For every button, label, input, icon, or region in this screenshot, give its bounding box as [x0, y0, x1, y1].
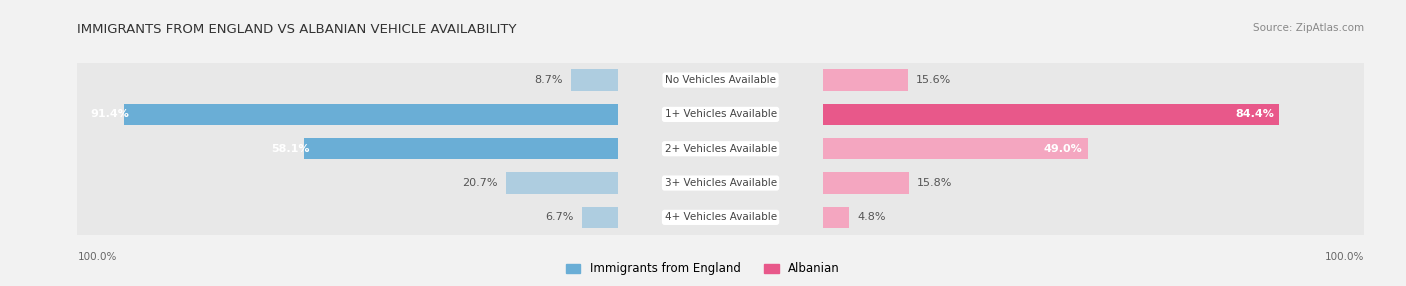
- Bar: [617, 166, 824, 200]
- Text: 100.0%: 100.0%: [77, 252, 117, 262]
- Bar: [571, 69, 617, 91]
- Text: 15.6%: 15.6%: [915, 75, 950, 85]
- Bar: [77, 200, 617, 235]
- Text: Source: ZipAtlas.com: Source: ZipAtlas.com: [1253, 23, 1364, 33]
- Text: No Vehicles Available: No Vehicles Available: [665, 75, 776, 85]
- Text: 20.7%: 20.7%: [463, 178, 498, 188]
- Text: 2+ Vehicles Available: 2+ Vehicles Available: [665, 144, 776, 154]
- Legend: Immigrants from England, Albanian: Immigrants from England, Albanian: [561, 258, 845, 280]
- Bar: [124, 104, 617, 125]
- Text: 91.4%: 91.4%: [90, 110, 129, 119]
- Bar: [77, 132, 617, 166]
- Bar: [582, 207, 617, 228]
- Text: 3+ Vehicles Available: 3+ Vehicles Available: [665, 178, 776, 188]
- Text: 4+ Vehicles Available: 4+ Vehicles Available: [665, 212, 776, 222]
- Bar: [617, 97, 824, 132]
- Bar: [824, 207, 849, 228]
- Text: 58.1%: 58.1%: [271, 144, 309, 154]
- Bar: [824, 172, 908, 194]
- Bar: [824, 166, 1364, 200]
- Bar: [824, 63, 1364, 97]
- Bar: [824, 97, 1364, 132]
- Text: 100.0%: 100.0%: [1324, 252, 1364, 262]
- Bar: [824, 104, 1279, 125]
- Text: 49.0%: 49.0%: [1045, 144, 1083, 154]
- Bar: [77, 97, 617, 132]
- Text: 8.7%: 8.7%: [534, 75, 562, 85]
- Bar: [77, 166, 617, 200]
- Bar: [617, 132, 824, 166]
- Bar: [304, 138, 617, 159]
- Text: 84.4%: 84.4%: [1236, 110, 1274, 119]
- Bar: [77, 63, 617, 97]
- Text: 15.8%: 15.8%: [917, 178, 952, 188]
- Bar: [824, 200, 1364, 235]
- Bar: [617, 63, 824, 97]
- Bar: [824, 138, 1088, 159]
- Bar: [506, 172, 617, 194]
- Text: 6.7%: 6.7%: [546, 212, 574, 222]
- Bar: [824, 69, 908, 91]
- Text: IMMIGRANTS FROM ENGLAND VS ALBANIAN VEHICLE AVAILABILITY: IMMIGRANTS FROM ENGLAND VS ALBANIAN VEHI…: [77, 23, 517, 36]
- Bar: [617, 200, 824, 235]
- Bar: [824, 132, 1364, 166]
- Text: 4.8%: 4.8%: [858, 212, 886, 222]
- Text: 1+ Vehicles Available: 1+ Vehicles Available: [665, 110, 776, 119]
